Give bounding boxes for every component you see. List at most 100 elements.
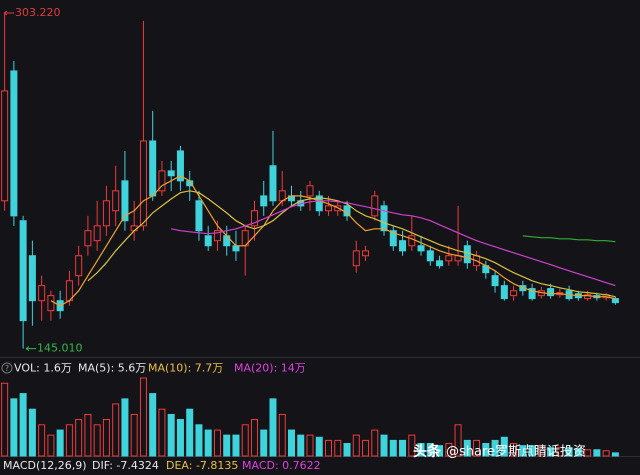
- candle-body: [213, 230, 221, 242]
- volume-bar: [19, 393, 27, 457]
- ma-line: [522, 235, 616, 243]
- candle-body: [371, 195, 379, 217]
- volume-bar: [287, 429, 295, 457]
- help-icon-glyph[interactable]: ?: [5, 364, 9, 373]
- candle-body: [445, 255, 453, 262]
- candle-body: [176, 150, 184, 182]
- volume-bar: [482, 443, 490, 457]
- macd-label: DEA: -7.8135: [166, 459, 238, 472]
- candle-body: [167, 170, 175, 177]
- volume-bar: [1, 382, 9, 457]
- volume-bar: [500, 436, 508, 457]
- volume-bar: [611, 452, 619, 457]
- volume-bar: [75, 419, 83, 457]
- candle-body: [463, 245, 471, 264]
- volume-bar: [241, 424, 249, 457]
- candle-body: [250, 210, 258, 227]
- candle-body: [112, 190, 120, 212]
- help-icon[interactable]: [1, 362, 13, 374]
- extreme-label: 303.220: [15, 6, 61, 19]
- volume-legend: MA(5): 5.6万: [78, 362, 146, 375]
- macd-label: DIF: -7.4324: [92, 459, 159, 472]
- volume-bar: [362, 439, 370, 457]
- candle-body: [380, 205, 388, 232]
- candle-body: [491, 275, 499, 287]
- ma-line: [50, 175, 616, 307]
- candle-body: [149, 140, 157, 197]
- volume-bar: [38, 424, 46, 457]
- candle-body: [84, 230, 92, 247]
- candle-body: [10, 70, 18, 217]
- candle-body: [389, 230, 397, 247]
- volume-bar: [426, 443, 434, 457]
- candle-body: [417, 245, 425, 252]
- volume-bar: [278, 413, 286, 457]
- ma-line: [87, 190, 616, 298]
- volume-bar: [389, 439, 397, 457]
- volume-bar: [325, 439, 333, 457]
- volume-bar: [574, 448, 582, 457]
- volume-bar: [250, 419, 258, 457]
- candle-body: [75, 255, 83, 277]
- candle-body: [315, 195, 323, 212]
- volume-bar: [436, 445, 444, 457]
- macd-label: MACD: 0.7622: [242, 459, 321, 472]
- watermark-brand: 头条: [413, 443, 442, 460]
- volume-bar: [445, 443, 453, 457]
- volume-bar: [158, 408, 166, 457]
- volume-bar: [232, 434, 240, 457]
- volume-bar: [139, 377, 147, 457]
- extreme-arrow: [3, 10, 14, 16]
- candle-body: [611, 298, 619, 304]
- volume-bar: [204, 429, 212, 457]
- candle-body: [325, 205, 333, 212]
- volume-bar: [315, 436, 323, 457]
- candle-body: [139, 140, 147, 227]
- candle-body: [584, 294, 592, 300]
- candle-body: [547, 288, 555, 297]
- candle-body: [408, 235, 416, 247]
- volume-bar: [176, 419, 184, 457]
- volume-bar: [547, 447, 555, 457]
- candle-body: [510, 290, 518, 297]
- volume-bar: [297, 434, 305, 457]
- volume-bar: [602, 450, 610, 457]
- candle-body: [399, 240, 407, 252]
- candle-body: [19, 220, 27, 322]
- volume-bar: [473, 439, 481, 457]
- candle-body: [436, 260, 444, 267]
- volume-bar: [10, 398, 18, 457]
- volume-bar: [260, 429, 268, 457]
- volume-bar: [28, 408, 36, 457]
- volume-bar: [84, 413, 92, 457]
- volume-bar: [65, 424, 73, 457]
- volume-bar: [454, 424, 462, 457]
- volume-bar: [352, 434, 360, 457]
- volume-bar: [593, 449, 601, 457]
- candle-body: [260, 195, 268, 207]
- volume-bar: [269, 398, 277, 457]
- candle-body: [47, 295, 55, 312]
- volume-bar: [186, 408, 194, 457]
- volume-bar: [47, 434, 55, 457]
- volume-bar: [56, 429, 64, 457]
- volume-bar: [93, 424, 101, 457]
- candle-body: [28, 255, 36, 302]
- volume-bar: [149, 393, 157, 457]
- candle-body: [269, 165, 277, 202]
- ma-line: [171, 200, 616, 287]
- volume-bar: [565, 447, 573, 457]
- candle-body: [528, 288, 536, 300]
- volume-bar: [121, 398, 129, 457]
- volume-legend: MA(10): 7.7万: [148, 362, 223, 375]
- macd-label: MACD(12,26,9): [3, 459, 87, 472]
- candle-body: [195, 200, 203, 232]
- extreme-arrow: [25, 346, 36, 352]
- volume-bar: [223, 434, 231, 457]
- volume-legend: VOL: 1.6万: [14, 362, 72, 375]
- candle-body: [232, 245, 240, 252]
- extreme-label: 145.010: [37, 342, 83, 355]
- volume-bar: [343, 443, 351, 457]
